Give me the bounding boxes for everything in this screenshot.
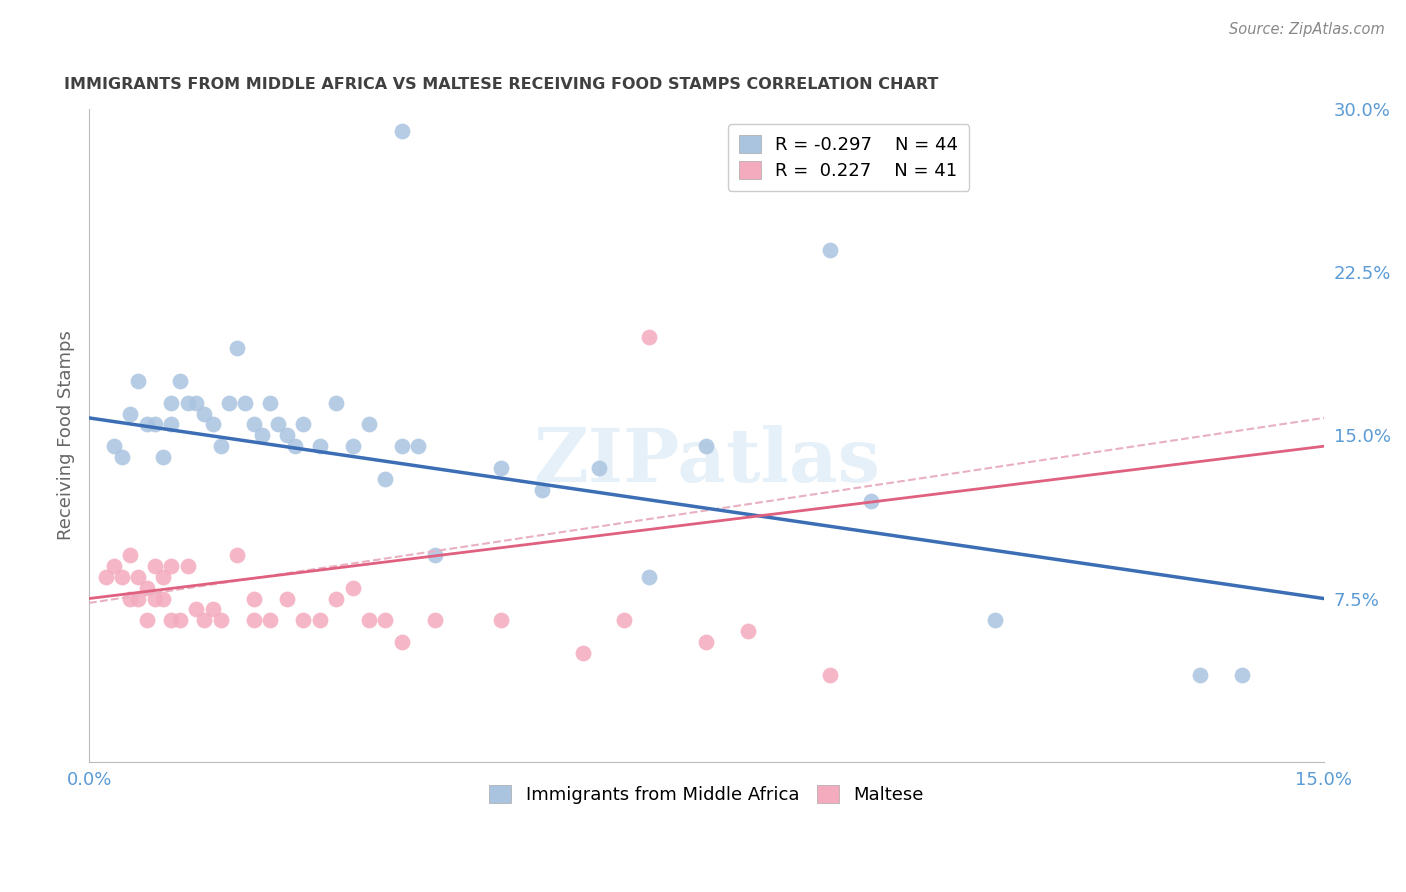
Point [530, 483, 553, 497]
Point [267, 417, 290, 432]
Point [209, 439, 232, 453]
Point [637, 330, 659, 344]
Point [184, 602, 207, 616]
Point [588, 461, 610, 475]
Point [408, 439, 430, 453]
Point [308, 613, 330, 627]
Point [127, 570, 149, 584]
Point [818, 244, 841, 258]
Point [169, 374, 191, 388]
Point [325, 591, 347, 606]
Point [120, 407, 142, 421]
Point [391, 635, 413, 649]
Point [177, 395, 200, 409]
Point [177, 558, 200, 573]
Point [695, 635, 717, 649]
Point [1230, 667, 1253, 681]
Point [218, 395, 240, 409]
Point [284, 439, 307, 453]
Point [695, 439, 717, 453]
Point [357, 417, 380, 432]
Point [127, 374, 149, 388]
Point [160, 417, 183, 432]
Point [103, 439, 125, 453]
Point [276, 428, 298, 442]
Legend: Immigrants from Middle Africa, Maltese: Immigrants from Middle Africa, Maltese [482, 778, 931, 812]
Text: IMMIGRANTS FROM MIDDLE AFRICA VS MALTESE RECEIVING FOOD STAMPS CORRELATION CHART: IMMIGRANTS FROM MIDDLE AFRICA VS MALTESE… [65, 78, 939, 93]
Text: ZIPatlas: ZIPatlas [533, 425, 880, 498]
Point [242, 613, 264, 627]
Point [201, 417, 224, 432]
Point [342, 581, 364, 595]
Point [489, 461, 512, 475]
Point [193, 613, 215, 627]
Point [423, 548, 446, 562]
Point [572, 646, 595, 660]
Point [94, 570, 117, 584]
Point [152, 450, 174, 464]
Point [111, 450, 134, 464]
Point [135, 613, 157, 627]
Point [242, 417, 264, 432]
Point [250, 428, 273, 442]
Point [226, 341, 249, 355]
Point [201, 602, 224, 616]
Point [423, 613, 446, 627]
Point [357, 613, 380, 627]
Point [103, 558, 125, 573]
Point [983, 613, 1005, 627]
Point [325, 395, 347, 409]
Point [120, 591, 142, 606]
Point [818, 667, 841, 681]
Point [184, 395, 207, 409]
Point [276, 591, 298, 606]
Point [111, 570, 134, 584]
Point [374, 613, 396, 627]
Point [193, 407, 215, 421]
Point [489, 613, 512, 627]
Point [242, 591, 264, 606]
Y-axis label: Receiving Food Stamps: Receiving Food Stamps [58, 330, 75, 541]
Point [235, 395, 257, 409]
Point [374, 472, 396, 486]
Point [391, 439, 413, 453]
Point [169, 613, 191, 627]
Point [209, 613, 232, 627]
Point [737, 624, 759, 639]
Point [120, 548, 142, 562]
Point [860, 493, 883, 508]
Point [160, 558, 183, 573]
Point [391, 123, 413, 137]
Point [152, 591, 174, 606]
Point [259, 395, 281, 409]
Point [1189, 667, 1212, 681]
Point [160, 613, 183, 627]
Text: Source: ZipAtlas.com: Source: ZipAtlas.com [1229, 22, 1385, 37]
Point [637, 570, 659, 584]
Point [135, 417, 157, 432]
Point [292, 417, 315, 432]
Point [308, 439, 330, 453]
Point [342, 439, 364, 453]
Point [127, 591, 149, 606]
Point [160, 395, 183, 409]
Point [143, 417, 166, 432]
Point [226, 548, 249, 562]
Point [143, 591, 166, 606]
Point [135, 581, 157, 595]
Point [292, 613, 315, 627]
Point [613, 613, 636, 627]
Point [259, 613, 281, 627]
Point [143, 558, 166, 573]
Point [152, 570, 174, 584]
